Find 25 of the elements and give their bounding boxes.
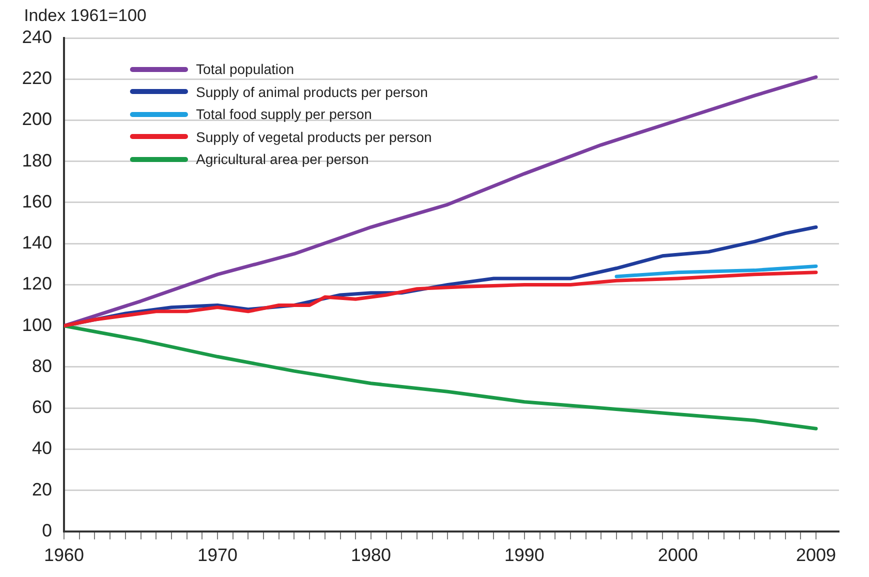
x-tick-label: 2000 (658, 545, 698, 566)
y-tick-label: 180 (22, 150, 52, 170)
legend-label: Agricultural area per person (196, 151, 369, 168)
legend-label: Supply of vegetal products per person (196, 128, 432, 145)
y-tick-label: 80 (32, 356, 52, 376)
x-tick-label: 1960 (44, 545, 84, 566)
y-tick-label: 40 (32, 438, 52, 458)
y-tick-label: 120 (22, 274, 52, 294)
y-tick-label: 0 (42, 520, 52, 540)
legend-label: Total food supply per person (196, 106, 372, 122)
y-tick-label: 160 (22, 191, 52, 212)
y-tick-label: 220 (22, 68, 52, 88)
x-tick-label: 1990 (504, 545, 544, 566)
y-tick-label: 140 (22, 232, 52, 253)
y-tick-label: 240 (22, 26, 52, 47)
legend-label: Supply of animal products per person (196, 84, 428, 100)
x-tick-label: 1970 (197, 545, 238, 566)
y-tick-label: 60 (32, 397, 52, 418)
y-tick-label: 100 (22, 314, 52, 335)
legend-label: Total population (196, 61, 294, 78)
x-tick-label: 2009 (796, 545, 836, 566)
y-axis-title: Index 1961=100 (24, 6, 146, 26)
y-tick-label: 20 (32, 479, 52, 500)
x-tick-label: 1980 (350, 545, 391, 566)
y-tick-label: 200 (22, 109, 52, 130)
